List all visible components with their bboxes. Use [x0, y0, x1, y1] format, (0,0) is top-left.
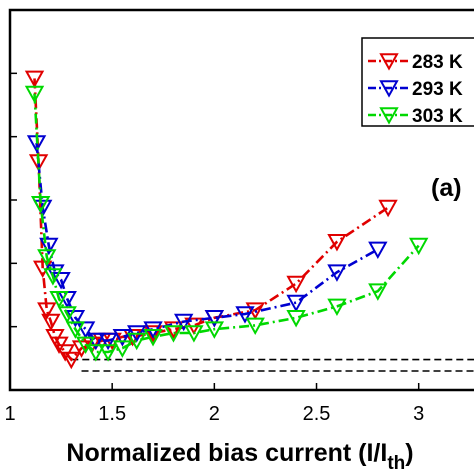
- series-1-point: [122, 329, 143, 347]
- series-3-point: [24, 85, 45, 104]
- legend-items: 283 K 293 K 303 K: [368, 52, 463, 127]
- series-2-point: [327, 264, 347, 282]
- series-2-point: [204, 310, 225, 328]
- series-3-point: [65, 321, 86, 339]
- series-2-point: [235, 306, 255, 324]
- series-3-point: [143, 329, 163, 347]
- x-tick-label: 1.5: [98, 403, 126, 425]
- x-axis-title-close: ): [405, 439, 413, 467]
- series-1-point: [71, 340, 92, 358]
- series-3-point: [408, 237, 429, 256]
- legend-marker-3: [379, 107, 399, 125]
- series-3-point: [30, 196, 51, 214]
- series-2-point: [98, 332, 118, 351]
- x-tick-label: 2.5: [303, 403, 331, 425]
- series-1-point: [327, 234, 347, 252]
- series-3-point: [184, 325, 204, 343]
- series-3-point: [286, 310, 306, 328]
- series-3-point: [327, 298, 347, 317]
- series-3-point: [245, 317, 265, 336]
- x-axis-title-main: Normalized bias current (I/I: [66, 439, 387, 467]
- series-2-point: [51, 272, 71, 290]
- series-2-point: [173, 313, 194, 332]
- series-1-point: [286, 275, 306, 294]
- series-3-point: [163, 325, 184, 343]
- series-3-point: [368, 283, 388, 301]
- series-1-point: [41, 313, 61, 332]
- series-3-point: [43, 268, 63, 286]
- tick-layer: 1 1.5 2 2.5 3: [4, 72, 424, 425]
- series-1-point: [24, 70, 45, 89]
- series-2-point: [39, 237, 59, 256]
- series-3-point: [37, 249, 57, 267]
- legend-marker-1: [379, 53, 399, 71]
- legend-label-3: 303 K: [412, 106, 463, 127]
- series-3-point: [204, 321, 225, 339]
- series-2-point: [112, 329, 133, 347]
- series-2-point: [368, 241, 388, 260]
- series-1-point: [143, 325, 163, 343]
- series-3-point: [126, 332, 147, 351]
- series-2-point: [65, 310, 86, 328]
- series-line-3: [33, 93, 420, 354]
- legend: 283 K 293 K 303 K: [361, 37, 474, 127]
- plot-layer: [24, 70, 474, 372]
- series-2-point: [286, 294, 306, 313]
- x-tick-label: 1: [4, 403, 15, 425]
- series-2-point: [75, 321, 96, 339]
- series-1-point: [37, 302, 57, 320]
- series-3-point: [57, 306, 77, 324]
- legend-label-2: 293 K: [412, 79, 463, 100]
- series-1-point: [163, 321, 184, 339]
- x-tick-label: 2: [209, 403, 220, 425]
- x-axis-title: Normalized bias current (I/Ith): [66, 439, 413, 474]
- x-tick-label: 3: [413, 403, 424, 425]
- series-1-point: [61, 351, 82, 370]
- panel-label: (a): [431, 174, 462, 202]
- x-axis-title-subscript: th: [387, 453, 405, 474]
- series-3-point: [98, 344, 118, 362]
- legend-marker-2: [379, 80, 399, 98]
- legend-label-1: 283 K: [412, 52, 463, 73]
- series-3-point: [86, 344, 106, 362]
- series-1-point: [378, 199, 398, 218]
- series-3-point: [49, 291, 69, 309]
- series-3-point: [112, 340, 133, 358]
- series-line-2: [35, 142, 379, 342]
